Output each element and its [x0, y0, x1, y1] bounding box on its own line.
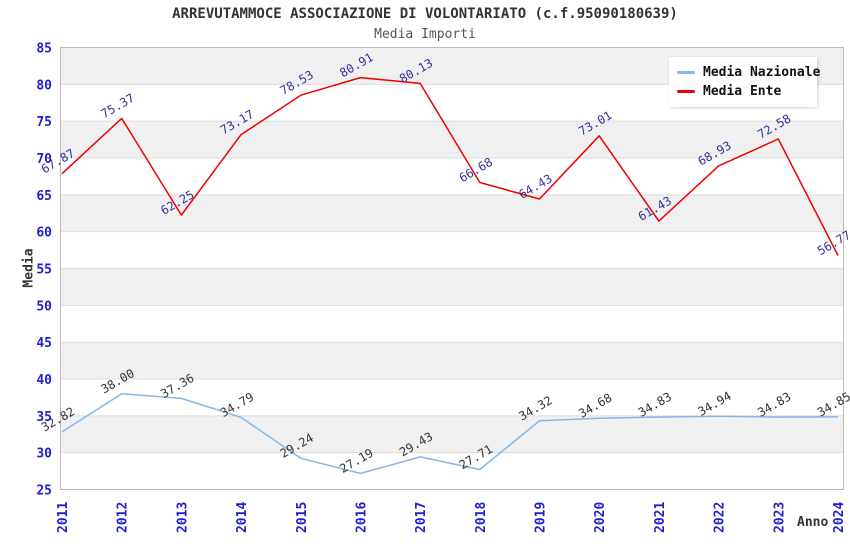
- y-tick-label: 70: [36, 152, 52, 167]
- legend-swatch-nazionale-icon: [677, 71, 695, 74]
- chart-subtitle: Media Importi: [374, 27, 476, 42]
- x-tick-label: 2024: [832, 502, 847, 533]
- point-label: 34.94: [695, 389, 733, 419]
- y-tick-label: 65: [36, 189, 52, 204]
- y-tick-label: 30: [36, 447, 52, 462]
- x-tick-label: 2022: [713, 502, 728, 533]
- chart-title: ARREVUTAMMOCE ASSOCIAZIONE DI VOLONTARIA…: [172, 6, 678, 22]
- x-tick-label: 2020: [593, 502, 608, 533]
- y-tick-label: 40: [36, 373, 52, 388]
- y-tick-label: 45: [36, 336, 52, 351]
- x-tick-label: 2021: [653, 502, 668, 533]
- x-tick-label: 2017: [414, 502, 429, 533]
- x-tick-label: 2015: [295, 502, 310, 533]
- legend-swatch-ente-icon: [677, 90, 695, 93]
- grid-band: [60, 268, 844, 306]
- x-tick-label: 2016: [354, 502, 369, 533]
- y-tick-label: 80: [36, 78, 52, 93]
- x-axis-title: Anno: [797, 515, 829, 530]
- y-tick-label: 25: [36, 484, 52, 499]
- point-label: 34.83: [755, 390, 793, 420]
- grid-band: [60, 342, 844, 379]
- x-tick-label: 2018: [474, 502, 489, 533]
- legend-label-ente: Media Ente: [703, 84, 782, 99]
- plot-border: [60, 47, 844, 490]
- y-tick-label: 55: [36, 263, 52, 278]
- point-label: 66.68: [457, 155, 495, 185]
- x-tick-label: 2023: [772, 502, 787, 533]
- point-label: 34.85: [815, 389, 850, 419]
- y-tick-label: 85: [36, 42, 52, 57]
- y-tick-label: 35: [36, 410, 52, 425]
- legend-item-media-nazionale[interactable]: Media Nazionale: [677, 63, 820, 82]
- point-label: 56.77: [815, 228, 850, 258]
- x-tick-label: 2011: [56, 502, 71, 533]
- grid-band: [60, 415, 844, 453]
- y-tick-label: 60: [36, 226, 52, 241]
- x-tick-label: 2014: [235, 502, 250, 533]
- x-tick-label: 2019: [534, 502, 549, 533]
- x-tick-label: 2012: [116, 502, 131, 533]
- legend: Media Nazionale Media Ente: [669, 57, 820, 107]
- series-line-media-ente: [61, 76, 839, 256]
- series-line-media-nazionale: [61, 392, 839, 475]
- x-tick-label: 2013: [175, 502, 190, 533]
- grid-band: [60, 121, 844, 158]
- legend-label-nazionale: Media Nazionale: [703, 65, 821, 80]
- y-tick-label: 75: [36, 115, 52, 130]
- y-tick-label: 50: [36, 299, 52, 314]
- point-label: 75.37: [99, 91, 137, 121]
- point-label: 34.83: [636, 390, 674, 420]
- legend-item-media-ente[interactable]: Media Ente: [677, 82, 809, 101]
- y-axis-title: Media: [21, 248, 37, 288]
